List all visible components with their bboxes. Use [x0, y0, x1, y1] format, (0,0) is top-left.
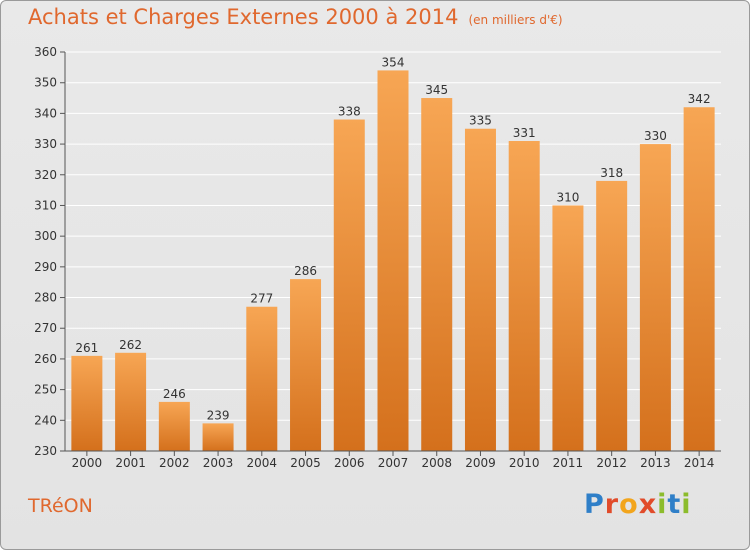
data-label: 330 — [644, 129, 667, 143]
bar-2004 — [246, 306, 278, 451]
data-label: 286 — [294, 264, 317, 278]
data-label: 246 — [163, 387, 186, 401]
chart-subtitle: (en milliers d'€) — [468, 13, 563, 27]
data-label: 261 — [75, 341, 98, 355]
logo-letter: i — [681, 489, 692, 520]
y-tick-label: 310 — [34, 198, 57, 212]
data-label: 345 — [425, 83, 448, 97]
bar-2006 — [333, 119, 365, 452]
logo-letter: x — [638, 489, 658, 520]
data-label: 310 — [556, 190, 579, 204]
data-label: 277 — [250, 292, 273, 306]
logo-letter: t — [667, 489, 682, 520]
bar-2005 — [290, 279, 322, 451]
commune-name: TRéON — [28, 495, 93, 517]
x-tick-label: 2001 — [115, 456, 146, 470]
logo-letter: r — [604, 489, 620, 520]
data-label: 335 — [469, 114, 492, 128]
chart-title: Achats et Charges Externes 2000 à 2014 — [28, 5, 459, 29]
x-tick-label: 2000 — [72, 456, 103, 470]
y-tick-label: 270 — [34, 321, 57, 335]
bar-2002 — [158, 401, 190, 451]
bar-2011 — [552, 205, 584, 451]
x-tick-label: 2011 — [553, 456, 584, 470]
bar-2010 — [508, 141, 540, 451]
logo-letter: o — [619, 489, 639, 520]
y-tick-label: 240 — [34, 413, 57, 427]
x-tick-label: 2004 — [247, 456, 278, 470]
y-tick-label: 340 — [34, 106, 57, 120]
x-tick-label: 2002 — [159, 456, 190, 470]
bar-2014 — [683, 107, 715, 451]
bar-2000 — [71, 355, 103, 451]
bar-2012 — [596, 180, 628, 451]
data-label: 331 — [513, 126, 536, 140]
x-tick-label: 2003 — [203, 456, 234, 470]
y-tick-label: 260 — [34, 352, 57, 366]
x-tick-label: 2013 — [640, 456, 671, 470]
x-tick-label: 2007 — [378, 456, 409, 470]
y-tick-label: 280 — [34, 291, 57, 305]
y-tick-label: 320 — [34, 168, 57, 182]
bar-2013 — [639, 144, 671, 452]
y-tick-label: 230 — [34, 444, 57, 458]
x-tick-label: 2009 — [465, 456, 496, 470]
bar-2001 — [115, 352, 147, 451]
x-tick-label: 2014 — [684, 456, 715, 470]
x-tick-label: 2010 — [509, 456, 540, 470]
y-tick-label: 360 — [34, 45, 57, 59]
data-label: 342 — [688, 92, 711, 106]
x-tick-label: 2005 — [290, 456, 321, 470]
logo-letter: i — [657, 489, 668, 520]
logo-letter: P — [584, 489, 605, 520]
bars — [71, 70, 715, 452]
bar-2003 — [202, 423, 234, 451]
bar-2008 — [421, 98, 453, 452]
x-tick-label: 2006 — [334, 456, 365, 470]
y-tick-label: 350 — [34, 76, 57, 90]
bar-2009 — [464, 128, 496, 451]
data-label: 318 — [600, 166, 623, 180]
data-label: 239 — [207, 408, 230, 422]
x-tick-label: 2008 — [421, 456, 452, 470]
data-label: 354 — [382, 55, 405, 69]
proxiti-logo: Proxiti — [584, 489, 692, 520]
data-label: 262 — [119, 338, 142, 352]
title-row: Achats et Charges Externes 2000 à 2014 (e… — [28, 5, 563, 29]
x-tick-label: 2012 — [596, 456, 627, 470]
y-tick-label: 290 — [34, 260, 57, 274]
y-tick-label: 330 — [34, 137, 57, 151]
axes: 230 240 250 260 270 280 290 300 310 320 330 340 350 3… — [34, 45, 721, 470]
y-tick-label: 250 — [34, 383, 57, 397]
y-tick-label: 300 — [34, 229, 57, 243]
data-label: 338 — [338, 105, 361, 119]
data-labels: 261 262 246 239 277 286 338 354 345 335 331 310 318 3… — [75, 55, 710, 422]
bar-2007 — [377, 70, 409, 452]
